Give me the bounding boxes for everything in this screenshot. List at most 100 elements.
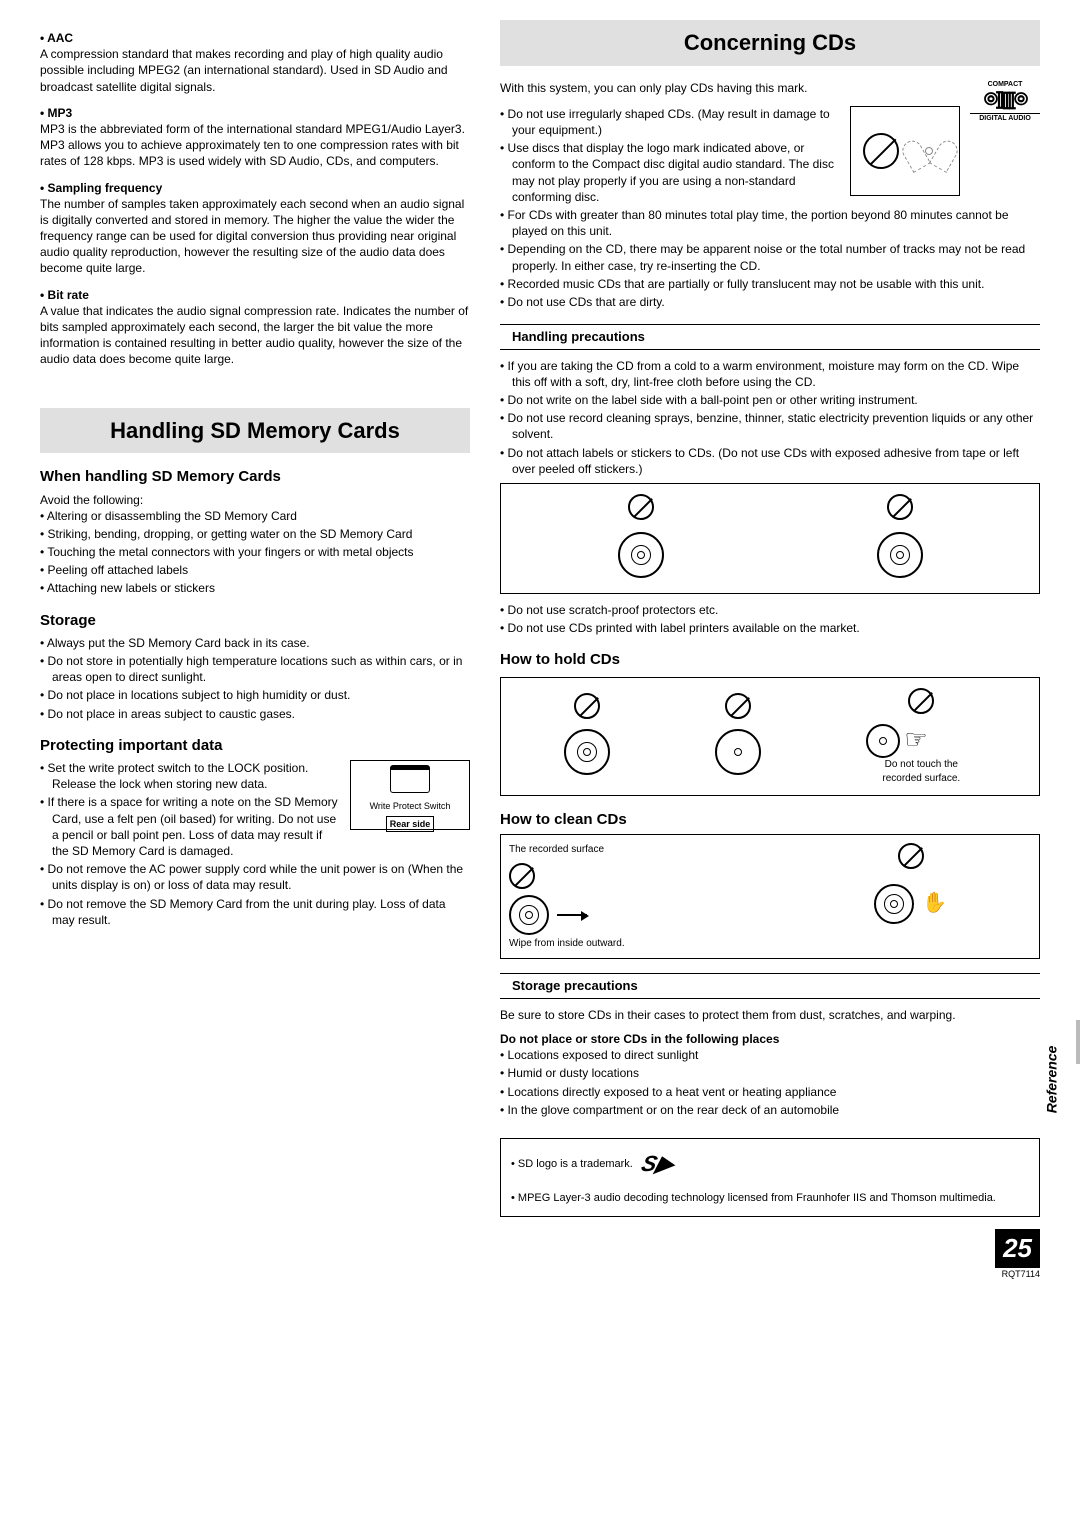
list-item: Do not use scratch-proof protectors etc. — [500, 602, 1040, 618]
ok-icon — [509, 863, 535, 889]
clean-title: How to clean CDs — [500, 810, 1040, 830]
term-mp3: MP3 MP3 is the abbreviated form of the i… — [40, 105, 470, 170]
when-list: Altering or disassembling the SD Memory … — [40, 508, 470, 597]
rear-side-label: Rear side — [386, 816, 435, 832]
handling-list: If you are taking the CD from a cold to … — [500, 358, 1040, 477]
when-intro: Avoid the following: — [40, 492, 470, 508]
finger-icon — [904, 728, 944, 754]
disc-icon — [866, 724, 900, 758]
disc-icon — [564, 729, 610, 775]
list-item: Do not use CDs printed with label printe… — [500, 620, 1040, 636]
storage-precautions-label: Storage precautions — [506, 977, 638, 995]
disc-icon — [618, 532, 664, 578]
term-aac-body: A compression standard that makes record… — [40, 46, 470, 95]
hold-figure: Do not touch the recorded surface. — [500, 677, 1040, 797]
wipe-hand-icon: ✋ — [922, 890, 947, 917]
list-item: Recorded music CDs that are partially or… — [500, 276, 1040, 292]
list-item: Do not remove the SD Memory Card from th… — [40, 896, 470, 928]
term-sampling: Sampling frequency The number of samples… — [40, 180, 470, 277]
list-item: Striking, bending, dropping, or getting … — [40, 526, 470, 542]
term-bitrate-body: A value that indicates the audio signal … — [40, 303, 470, 368]
list-item: Do not place in locations subject to hig… — [40, 687, 470, 703]
storage-intro: Be sure to store CDs in their cases to p… — [500, 1007, 1040, 1023]
list-item: Touching the metal connectors with your … — [40, 544, 470, 560]
term-mp3-title: MP3 — [40, 105, 470, 121]
hold-title: How to hold CDs — [500, 650, 1040, 670]
store-no-list: Locations exposed to direct sunlight Hum… — [500, 1047, 1040, 1118]
document-id: RQT7114 — [500, 1268, 1040, 1280]
list-item: Do not store in potentially high tempera… — [40, 653, 470, 685]
list-item: Humid or dusty locations — [500, 1065, 1040, 1081]
list-item: Altering or disassembling the SD Memory … — [40, 508, 470, 524]
store-no-title: Do not place or store CDs in the followi… — [500, 1031, 1040, 1047]
prohibit-icon — [908, 688, 934, 714]
heart-cd-icon — [911, 133, 947, 169]
write-protect-label: Write Protect Switch — [355, 800, 465, 812]
list-item: Do not use CDs that are dirty. — [500, 294, 1040, 310]
sd-trademark: SD logo is a trademark. — [518, 1158, 633, 1170]
term-aac-title: AAC — [40, 30, 470, 46]
term-mp3-body: MP3 is the abbreviated form of the inter… — [40, 121, 470, 170]
mp3-trademark: MPEG Layer-3 audio decoding technology l… — [518, 1192, 996, 1204]
wipe-caption: Wipe from inside outward. — [509, 937, 750, 951]
list-item: Locations directly exposed to a heat ven… — [500, 1084, 1040, 1100]
term-sampling-title: Sampling frequency — [40, 180, 470, 196]
logo-compact: COMPACT — [970, 80, 1040, 89]
sd-logo-icon: S▶ — [638, 1149, 678, 1179]
storage-title: Storage — [40, 611, 470, 631]
irregular-cd-figure — [850, 106, 960, 196]
ok-icon — [725, 693, 751, 719]
cd-intro: With this system, you can only play CDs … — [500, 80, 1040, 96]
disc-icon — [877, 532, 923, 578]
clean-figure: The recorded surface Wipe from inside ou… — [500, 834, 1040, 959]
prohibit-icon — [628, 494, 654, 520]
page: AAC A compression standard that makes re… — [40, 20, 1040, 1280]
compact-disc-logo: COMPACT ⦾⟧⟦⟦⦾ DIGITAL AUDIO — [970, 80, 1040, 126]
left-column: AAC A compression standard that makes re… — [40, 20, 470, 1280]
hold-caption: Do not touch the recorded surface. — [866, 758, 976, 785]
ok-icon — [574, 693, 600, 719]
disc-icon — [715, 729, 761, 775]
recorded-surface-label: The recorded surface — [509, 843, 750, 857]
list-item: Peeling off attached labels — [40, 562, 470, 578]
list-item: Do not use record cleaning sprays, benzi… — [500, 410, 1040, 442]
list-item: If you are taking the CD from a cold to … — [500, 358, 1040, 390]
page-footer: 25 — [500, 1229, 1040, 1268]
after-fig-list: Do not use scratch-proof protectors etc.… — [500, 602, 1040, 636]
list-item: In the glove compartment or on the rear … — [500, 1102, 1040, 1118]
term-bitrate-title: Bit rate — [40, 287, 470, 303]
storage-list: Always put the SD Memory Card back in it… — [40, 635, 470, 722]
logo-digital-audio: DIGITAL AUDIO — [970, 113, 1040, 123]
list-item: Do not attach labels or stickers to CDs.… — [500, 445, 1040, 477]
list-item: For CDs with greater than 80 minutes tot… — [500, 207, 1040, 239]
list-item: Attaching new labels or stickers — [40, 580, 470, 596]
cd-section-title: Concerning CDs — [500, 20, 1040, 66]
arrow-icon — [557, 914, 587, 916]
list-item: Locations exposed to direct sunlight — [500, 1047, 1040, 1063]
when-handling-title: When handling SD Memory Cards — [40, 467, 470, 487]
list-item: Depending on the CD, there may be appare… — [500, 241, 1040, 273]
handling-precautions-label: Handling precautions — [506, 328, 645, 346]
trademark-box: • SD logo is a trademark. S▶ • MPEG Laye… — [500, 1138, 1040, 1217]
prohibit-icon — [898, 843, 924, 869]
list-item: Do not remove the AC power supply cord w… — [40, 861, 470, 893]
term-sampling-body: The number of samples taken approximatel… — [40, 196, 470, 277]
page-number: 25 — [995, 1229, 1040, 1268]
disc-icon — [874, 884, 914, 924]
prohibit-icon — [887, 494, 913, 520]
list-item: Do not write on the label side with a ba… — [500, 392, 1040, 408]
sd-card-figure: Write Protect Switch Rear side — [350, 760, 470, 830]
sd-section-title: Handling SD Memory Cards — [40, 408, 470, 454]
handling-precautions-header: Handling precautions — [500, 324, 1040, 350]
handling-figure — [500, 483, 1040, 594]
protect-title: Protecting important data — [40, 736, 470, 756]
right-column: Reference Concerning CDs COMPACT ⦾⟧⟦⟦⦾ D… — [500, 20, 1040, 1280]
prohibit-icon — [863, 133, 899, 169]
list-item: Do not place in areas subject to caustic… — [40, 706, 470, 722]
list-item: Always put the SD Memory Card back in it… — [40, 635, 470, 651]
term-bitrate: Bit rate A value that indicates the audi… — [40, 287, 470, 368]
term-aac: AAC A compression standard that makes re… — [40, 30, 470, 95]
disc-icon — [509, 895, 549, 935]
reference-tab-bar — [1076, 1020, 1080, 1064]
storage-precautions-header: Storage precautions — [500, 973, 1040, 999]
